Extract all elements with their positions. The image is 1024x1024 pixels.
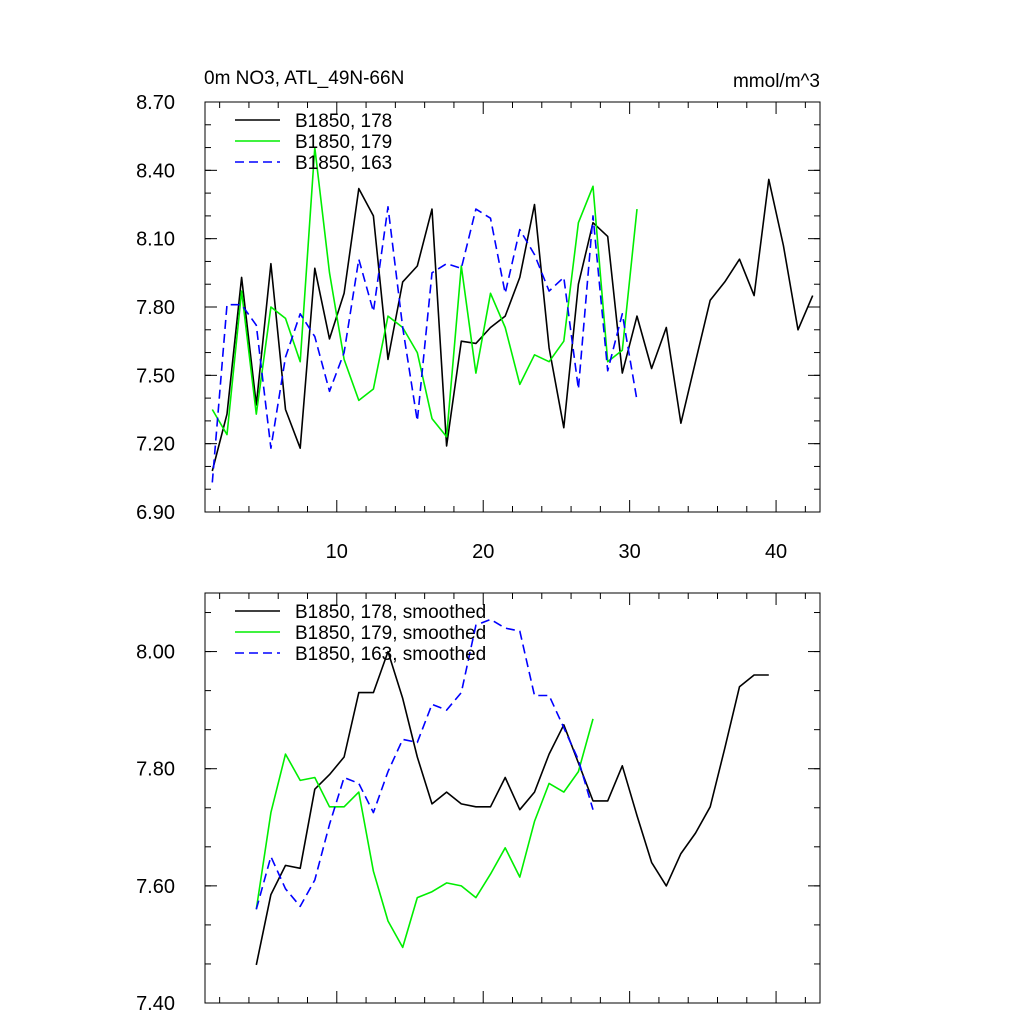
- y-tick-label: 7.50: [136, 365, 175, 387]
- legend-label: B1850, 163: [295, 153, 392, 174]
- top-chart-panel: 6.90 7.20 7.50 7.80 8.10 8.40 8.70 10 20 30 40 B185…: [136, 92, 821, 563]
- y-tick-label: 7.60: [136, 876, 175, 898]
- series-line-2: [211, 146, 638, 438]
- x-tick-label: 20: [472, 541, 494, 563]
- legend-label: B1850, 179, smoothed: [295, 623, 486, 644]
- y-tick-label: 8.40: [136, 160, 175, 182]
- y-tick-label: 7.20: [136, 434, 175, 456]
- legend-label: B1850, 179: [295, 132, 392, 153]
- chart-title: 0m NO3, ATL_49N-66N: [204, 68, 404, 89]
- y-tick-label: 8.10: [136, 229, 175, 251]
- series-line-2: [255, 718, 594, 949]
- legend-label: B1850, 163, smoothed: [295, 644, 486, 665]
- y-tick-label: 7.80: [136, 759, 175, 781]
- legend-label: B1850, 178, smoothed: [295, 602, 486, 623]
- units-label: mmol/m^3: [733, 71, 820, 92]
- y-tick-label: 7.80: [136, 297, 175, 319]
- series-line-1: [255, 650, 769, 966]
- legend-label: B1850, 178: [295, 111, 392, 132]
- x-tick-label: 10: [326, 541, 348, 563]
- x-tick-label: 30: [619, 541, 641, 563]
- y-tick-label: 7.40: [136, 993, 175, 1015]
- series-line-1: [211, 178, 814, 472]
- x-tick-label: 40: [765, 541, 787, 563]
- series-line-3: [255, 618, 594, 910]
- y-tick-label: 8.00: [136, 642, 175, 664]
- series-line-3: [211, 206, 638, 483]
- y-tick-label: 8.70: [136, 92, 175, 114]
- y-tick-label: 6.90: [136, 502, 175, 524]
